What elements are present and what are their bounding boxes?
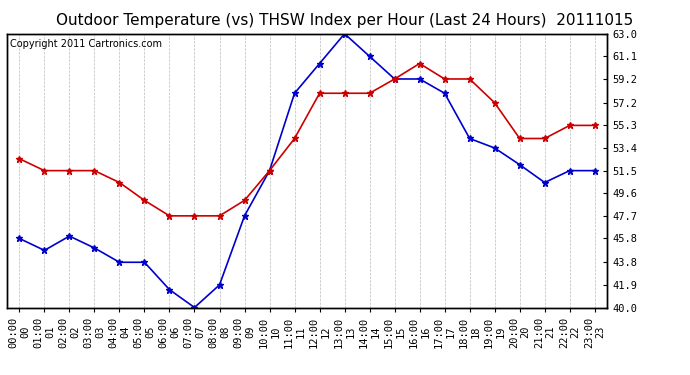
Text: Copyright 2011 Cartronics.com: Copyright 2011 Cartronics.com [10,39,162,49]
Text: Outdoor Temperature (vs) THSW Index per Hour (Last 24 Hours)  20111015: Outdoor Temperature (vs) THSW Index per … [57,13,633,28]
